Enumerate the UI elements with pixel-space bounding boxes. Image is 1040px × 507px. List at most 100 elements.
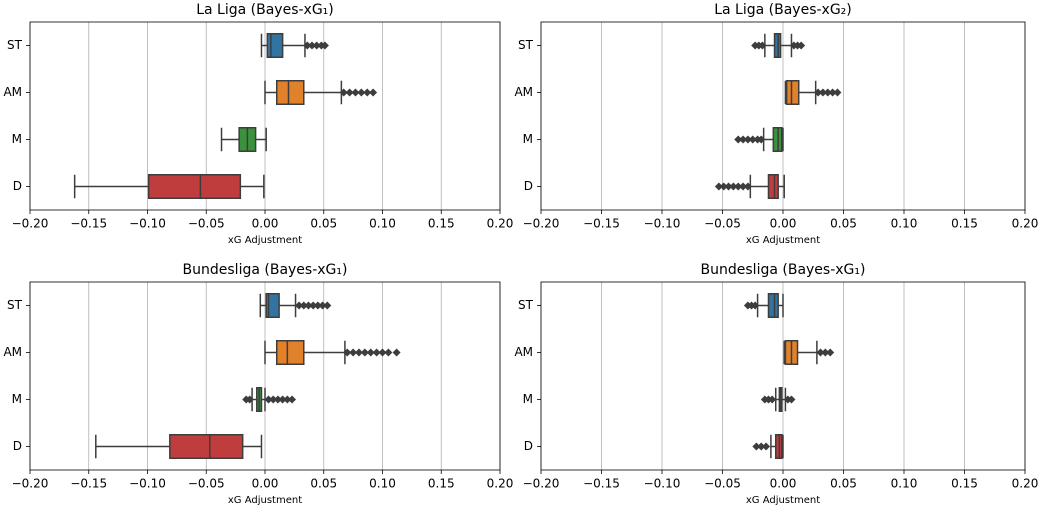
x-tick-label: 0.15 — [428, 217, 455, 231]
outlier — [816, 348, 825, 357]
outlier — [768, 395, 777, 404]
x-tick-label: 0.15 — [428, 477, 455, 491]
outlier — [318, 301, 327, 310]
outlier — [757, 135, 766, 144]
outlier — [826, 348, 835, 357]
x-tick-label: 0.05 — [830, 217, 857, 231]
outlier — [360, 348, 369, 357]
x-tick-label: −0.20 — [12, 477, 49, 491]
box — [266, 33, 284, 58]
outlier — [308, 41, 316, 50]
x-tick-label: −0.05 — [188, 217, 225, 231]
x-tick-label: 0.20 — [487, 217, 514, 231]
x-tick-label: −0.05 — [704, 477, 741, 491]
outlier — [752, 442, 761, 451]
x-tick-label: −0.15 — [583, 477, 620, 491]
outlier — [288, 395, 297, 404]
y-tick-label: M — [523, 132, 533, 146]
outlier — [797, 41, 806, 50]
outlier — [378, 348, 387, 357]
x-tick-label: −0.20 — [523, 477, 560, 491]
outlier — [787, 395, 796, 404]
x-tick-label: 0.05 — [310, 477, 337, 491]
y-tick-label: D — [13, 179, 22, 193]
outlier — [245, 395, 254, 404]
outlier — [351, 88, 360, 97]
x-axis-label: xG Adjustment — [746, 235, 820, 246]
outlier — [814, 88, 823, 97]
x-tick-label: 0.20 — [1012, 477, 1039, 491]
box — [276, 340, 305, 365]
x-tick-label: 0.00 — [252, 217, 279, 231]
x-tick-label: 0.15 — [951, 217, 978, 231]
plot-frame — [29, 21, 501, 211]
outlier — [304, 301, 313, 310]
outlier — [762, 442, 771, 451]
outlier — [313, 301, 322, 310]
y-tick-label: AM — [3, 85, 22, 99]
outlier — [278, 395, 287, 404]
outlier — [734, 135, 743, 144]
outlier — [366, 348, 375, 357]
box — [147, 174, 242, 199]
outlier — [823, 88, 832, 97]
outlier — [714, 182, 723, 191]
x-tick-label: 0.10 — [369, 477, 396, 491]
outlier — [343, 348, 352, 357]
plot-frame — [540, 21, 1026, 211]
outlier — [295, 301, 304, 310]
x-tick-label: 0.10 — [369, 217, 396, 231]
y-tick-label: ST — [518, 298, 534, 312]
panel-title: Bundesliga (Bayes-xG₁) — [183, 262, 348, 278]
x-tick-label: 0.15 — [951, 477, 978, 491]
y-tick-label: AM — [514, 85, 533, 99]
box — [276, 80, 305, 105]
y-tick-label: D — [13, 439, 22, 453]
box — [169, 434, 244, 459]
x-tick-label: −0.20 — [12, 217, 49, 231]
y-tick-label: ST — [7, 38, 23, 52]
outlier — [345, 88, 354, 97]
x-tick-label: −0.05 — [188, 477, 225, 491]
outlier — [719, 182, 728, 191]
y-tick-label: M — [12, 132, 22, 146]
x-tick-label: 0.05 — [310, 217, 337, 231]
outlier — [357, 88, 366, 97]
outlier — [303, 41, 312, 50]
outlier — [734, 182, 743, 191]
x-tick-label: 0.00 — [252, 477, 279, 491]
outlier — [392, 348, 401, 357]
plot-frame — [540, 281, 1026, 471]
outlier — [748, 135, 757, 144]
x-axis-label: xG Adjustment — [228, 495, 302, 506]
outlier — [724, 182, 733, 191]
outlier — [739, 182, 748, 191]
x-tick-label: 0.00 — [770, 477, 797, 491]
y-tick-label: M — [12, 392, 22, 406]
x-tick-label: −0.10 — [129, 477, 166, 491]
y-tick-label: AM — [514, 345, 533, 359]
box — [767, 174, 779, 199]
y-tick-label: ST — [7, 298, 23, 312]
x-tick-label: 0.20 — [487, 477, 514, 491]
outlier — [320, 41, 329, 50]
outlier — [339, 88, 348, 97]
y-tick-label: M — [523, 392, 533, 406]
x-axis-label: xG Adjustment — [746, 495, 820, 506]
outlier — [355, 348, 363, 357]
x-tick-label: −0.15 — [70, 477, 107, 491]
outlier — [363, 88, 372, 97]
outlier — [369, 88, 378, 97]
x-tick-label: 0.10 — [891, 217, 918, 231]
x-tick-label: −0.10 — [644, 217, 681, 231]
panel-title: La Liga (Bayes-xG₁) — [196, 2, 334, 18]
outlier — [269, 395, 278, 404]
plot-frame — [29, 281, 501, 471]
x-tick-label: −0.10 — [644, 477, 681, 491]
x-tick-label: −0.15 — [70, 217, 107, 231]
outlier — [384, 348, 393, 357]
outlier — [833, 88, 842, 97]
outlier — [312, 41, 321, 50]
outlier — [739, 135, 748, 144]
y-tick-label: AM — [3, 345, 22, 359]
